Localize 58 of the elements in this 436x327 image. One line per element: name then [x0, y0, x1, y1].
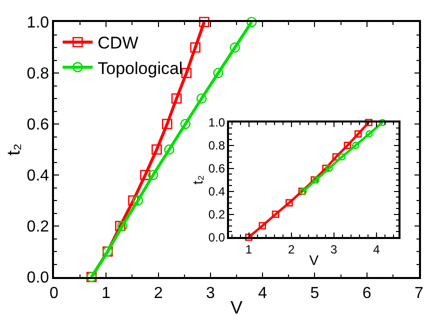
- x-tick-label: 1: [245, 242, 252, 256]
- point: [230, 42, 240, 53]
- x-tick-label: 4: [373, 242, 380, 256]
- y-tick-label: 0.4: [26, 168, 50, 185]
- y-axis-title: t₂: [4, 144, 24, 156]
- x-tick-label: 0: [50, 284, 59, 302]
- x-tick-label: 6: [362, 284, 372, 302]
- y-axis-title: t₂: [189, 175, 206, 185]
- point: [152, 144, 162, 155]
- point: [354, 130, 362, 138]
- point: [378, 118, 386, 126]
- y-tick-label: 0.2: [26, 218, 50, 236]
- x-tick-label: 5: [310, 284, 320, 302]
- point: [272, 210, 280, 218]
- legend-label: Topological: [98, 58, 183, 78]
- point: [190, 42, 200, 53]
- y-tick-label: 1.0: [208, 116, 226, 130]
- x-tick-label: 3: [330, 242, 338, 256]
- point: [180, 118, 191, 130]
- point: [246, 16, 257, 28]
- x-axis-title: V: [230, 298, 243, 318]
- y-tick-label: 0.6: [208, 162, 226, 176]
- x-tick-label: 7: [414, 284, 424, 302]
- point: [286, 199, 293, 206]
- y-tick-label: 0.4: [208, 184, 226, 199]
- y-tick-label: 0.0: [26, 270, 50, 287]
- point: [162, 118, 172, 130]
- point: [181, 68, 192, 78]
- y-tick-label: 0.2: [208, 207, 226, 222]
- y-tick-label: 0.8: [208, 138, 226, 153]
- point: [196, 93, 207, 104]
- legend-label: CDW: [98, 34, 138, 53]
- x-tick-label: 2: [288, 242, 295, 256]
- x-tick-label: 2: [154, 284, 163, 302]
- x-axis-title: V: [309, 252, 320, 268]
- point: [128, 195, 138, 206]
- y-tick-label: 1.0: [26, 14, 50, 32]
- point: [344, 142, 352, 150]
- y-tick-label: 0.8: [26, 66, 50, 83]
- point: [338, 153, 346, 161]
- x-tick-label: 1: [102, 284, 111, 302]
- point: [132, 195, 144, 206]
- point: [258, 222, 266, 230]
- point: [213, 68, 224, 78]
- point: [140, 170, 150, 180]
- point: [245, 234, 252, 241]
- point: [171, 93, 182, 104]
- x-tick-label: 3: [206, 284, 215, 302]
- point: [148, 170, 158, 180]
- point: [326, 164, 333, 172]
- point: [366, 130, 373, 138]
- point: [164, 144, 174, 155]
- point: [365, 118, 372, 126]
- y-tick-label: 0.0: [208, 230, 226, 244]
- point: [199, 16, 210, 28]
- x-tick-label: 4: [258, 284, 268, 302]
- y-tick-label: 0.6: [26, 116, 50, 134]
- point: [352, 142, 360, 150]
